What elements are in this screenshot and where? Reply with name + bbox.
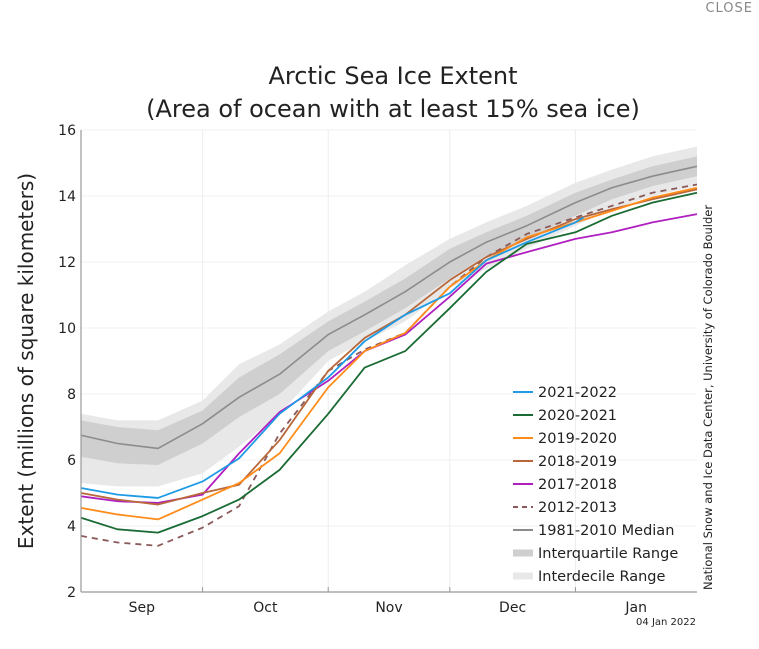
series-line-2019-2020 — [80, 186, 698, 521]
y-tick-label: 10 — [58, 321, 76, 337]
x-tick-label: Oct — [253, 600, 278, 616]
legend-label: Interquartile Range — [538, 546, 678, 562]
legend-label: 2019-2020 — [538, 431, 617, 447]
x-tick-label: Sep — [129, 600, 156, 616]
legend-label: Interdecile Range — [538, 569, 665, 585]
x-tick-label: Nov — [375, 600, 402, 616]
y-tick-label: 2 — [67, 585, 76, 601]
y-tick-label: 16 — [58, 123, 76, 139]
y-tick-label: 8 — [67, 387, 76, 403]
series-line-2018-2019 — [80, 188, 698, 506]
axes: 2 4 6 8 10 12 14 16 Sep Oct Nov Dec Jan — [58, 123, 697, 616]
y-axis-label: Extent (millions of square kilometers) — [14, 173, 38, 549]
close-button[interactable]: CLOSE — [705, 1, 753, 16]
y-tick-label: 12 — [58, 255, 76, 271]
x-tick-label: Dec — [499, 600, 526, 616]
interquartile-band — [81, 156, 697, 465]
x-tick-label: Jan — [624, 600, 647, 616]
legend-label: 1981-2010 Median — [538, 523, 674, 539]
series-line-2020-2021 — [80, 191, 698, 534]
y-tick-label: 6 — [67, 453, 76, 469]
series-line-2012-2013 — [80, 183, 698, 547]
series-line-2021-2022 — [80, 216, 584, 499]
y-tick-label: 4 — [67, 519, 76, 535]
chart-title: Arctic Sea Ice Extent — [268, 62, 517, 90]
legend: 2021-2022 2020-2021 2019-2020 2018-2019 2017… — [513, 385, 678, 585]
legend-label: 2018-2019 — [538, 454, 617, 470]
chart-subtitle: (Area of ocean with at least 15% sea ice… — [146, 95, 640, 123]
legend-label: 2012-2013 — [538, 500, 617, 516]
median-line — [80, 165, 698, 450]
legend-label: 2021-2022 — [538, 385, 617, 401]
legend-label: 2017-2018 — [538, 477, 617, 493]
date-stamp: 04 Jan 2022 — [636, 617, 696, 628]
y-tick-label: 14 — [58, 189, 76, 205]
credit-text: National Snow and Ice Data Center, Unive… — [701, 205, 715, 590]
series-lines — [80, 165, 698, 547]
legend-label: 2020-2021 — [538, 408, 617, 424]
